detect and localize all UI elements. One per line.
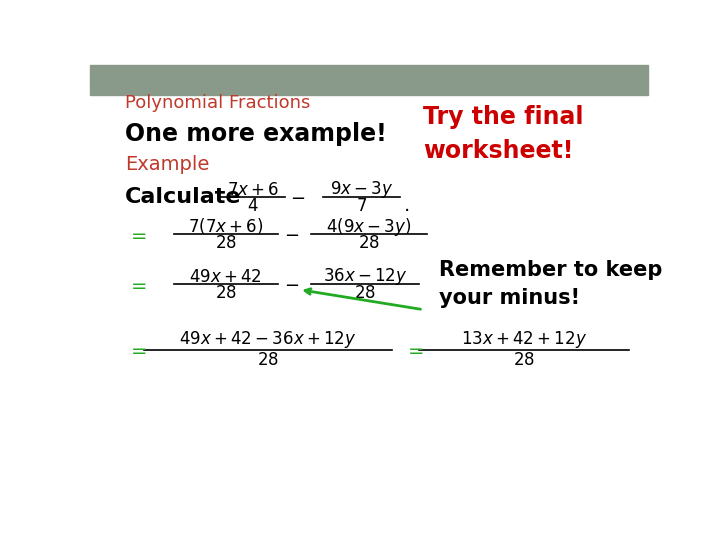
Text: $36x - 12y$: $36x - 12y$ <box>323 266 408 287</box>
Text: $9x - 3y$: $9x - 3y$ <box>330 179 393 200</box>
Text: $13x + 42 + 12y$: $13x + 42 + 12y$ <box>461 329 587 350</box>
Text: $49x + 42$: $49x + 42$ <box>189 267 262 286</box>
Text: $28$: $28$ <box>215 284 237 302</box>
Text: $28$: $28$ <box>513 350 535 369</box>
Text: $=$: $=$ <box>404 340 424 359</box>
Text: $=$: $=$ <box>127 340 148 359</box>
Bar <box>90 65 648 94</box>
Text: $-$: $-$ <box>290 188 305 206</box>
Text: .: . <box>404 196 410 215</box>
Text: One more example!: One more example! <box>125 122 387 146</box>
Text: Remember to keep
your minus!: Remember to keep your minus! <box>438 260 662 308</box>
Text: $-$: $-$ <box>284 225 299 243</box>
Text: $-$: $-$ <box>284 275 299 293</box>
Text: Calculate: Calculate <box>125 187 241 207</box>
Text: $28$: $28$ <box>215 234 237 252</box>
Text: $28$: $28$ <box>358 234 380 252</box>
Text: $=$: $=$ <box>127 275 148 294</box>
Text: $4$: $4$ <box>247 197 258 215</box>
Text: $7(7x + 6)$: $7(7x + 6)$ <box>188 217 264 237</box>
Text: Try the final
worksheet!: Try the final worksheet! <box>423 105 584 163</box>
Text: $49x + 42 - 36x + 12y$: $49x + 42 - 36x + 12y$ <box>179 329 357 350</box>
Text: Example: Example <box>125 156 210 174</box>
Text: $7x + 6$: $7x + 6$ <box>227 180 279 199</box>
Text: $4(9x - 3y)$: $4(9x - 3y)$ <box>326 215 412 238</box>
Text: $=$: $=$ <box>127 225 148 244</box>
Text: $28$: $28$ <box>257 350 279 369</box>
Text: $28$: $28$ <box>354 284 376 302</box>
Text: $7$: $7$ <box>356 197 366 215</box>
Text: Polynomial Fractions: Polynomial Fractions <box>125 94 310 112</box>
